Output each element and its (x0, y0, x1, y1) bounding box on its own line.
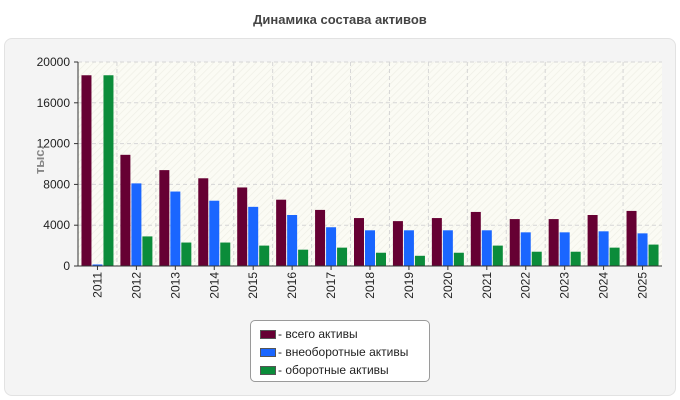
bar-2024-series-1 (598, 231, 609, 266)
legend-label: - внеоборотные активы (278, 345, 409, 359)
y-tick-label: 12000 (37, 137, 71, 151)
x-tick-label: 2017 (324, 272, 338, 299)
bar-2013-series-0 (159, 170, 170, 266)
bar-2020-series-0 (431, 218, 442, 266)
bar-2011-series-2 (103, 75, 114, 266)
legend-swatch (260, 365, 276, 375)
bar-2011-series-0 (81, 75, 92, 266)
bar-2014-series-2 (220, 242, 231, 266)
bar-2016-series-1 (287, 215, 298, 266)
bar-2024-series-0 (587, 215, 598, 266)
x-tick-label: 2015 (246, 272, 260, 299)
bar-2023-series-2 (570, 251, 581, 266)
bar-2019-series-2 (414, 255, 425, 266)
legend-swatch (260, 329, 276, 339)
legend-item: - оборотные активы (260, 361, 429, 379)
bar-2017-series-2 (337, 247, 348, 266)
x-tick-label: 2020 (441, 272, 455, 299)
bar-2021-series-1 (481, 230, 492, 266)
x-tick-label: 2011 (90, 272, 104, 298)
bar-2022-series-0 (509, 219, 520, 266)
grid-lines (78, 61, 662, 266)
bar-2016-series-0 (276, 199, 287, 266)
x-tick-label: 2025 (636, 272, 650, 299)
bar-2012-series-1 (131, 183, 142, 266)
y-tick-label: 0 (63, 259, 70, 273)
bar-2018-series-0 (354, 218, 364, 266)
bar-2019-series-0 (392, 221, 403, 266)
bar-2018-series-1 (365, 230, 375, 266)
bar-2015-series-0 (237, 187, 248, 266)
x-tick-label: 2014 (207, 272, 221, 299)
bar-2020-series-1 (442, 230, 453, 266)
y-tick-label: 16000 (37, 96, 71, 110)
x-tick-label: 2023 (558, 272, 572, 299)
bar-2025-series-1 (637, 233, 648, 266)
x-tick-label: 2012 (129, 272, 143, 299)
bar-2025-series-0 (626, 210, 637, 266)
bar-2012-series-0 (120, 154, 131, 266)
x-tick-label: 2016 (285, 272, 299, 299)
y-tick-label: 4000 (43, 218, 70, 232)
bar-2022-series-1 (520, 232, 531, 266)
y-tick-label: 20000 (37, 55, 71, 69)
bar-2017-series-1 (326, 227, 337, 266)
bar-2019-series-1 (403, 230, 414, 266)
y-tick-label: 8000 (43, 177, 70, 191)
legend-item: - всего активы (260, 325, 429, 343)
bars (81, 75, 659, 266)
bar-2018-series-2 (376, 252, 386, 266)
legend-label: - всего активы (278, 327, 358, 341)
x-tick-labels: 2011 2012 2013 2014 2015 2016 2017 2018 2019 2020… (90, 266, 650, 299)
legend: - всего активы - внеоборотные активы - обо… (250, 320, 430, 382)
bar-2020-series-2 (453, 252, 464, 266)
legend-swatch (260, 347, 276, 357)
legend-label: - оборотные активы (278, 363, 389, 377)
x-tick-label: 2019 (402, 272, 416, 299)
bar-2021-series-0 (470, 211, 481, 266)
bar-2023-series-1 (559, 232, 570, 266)
bar-2016-series-2 (298, 249, 309, 266)
bar-2022-series-2 (531, 251, 542, 266)
bar-2025-series-2 (648, 244, 659, 266)
bar-2021-series-2 (492, 245, 503, 266)
bar-2015-series-2 (259, 245, 270, 266)
bar-2011-series-1 (92, 264, 103, 266)
chart-title: Динамика состава активов (253, 12, 427, 27)
bar-2017-series-0 (315, 209, 326, 266)
bar-2013-series-1 (170, 191, 181, 266)
bar-2012-series-2 (142, 236, 153, 266)
x-tick-label: 2021 (480, 272, 494, 299)
y-tick-labels: 0 4000 8000 12000 16000 20000 (37, 55, 78, 273)
bar-2023-series-0 (548, 219, 559, 266)
bar-2024-series-2 (609, 247, 620, 266)
bar-2014-series-0 (198, 178, 209, 266)
bar-2013-series-2 (181, 242, 192, 266)
bar-2014-series-1 (209, 200, 220, 266)
bar-2015-series-1 (248, 206, 259, 266)
legend-item: - внеоборотные активы (260, 343, 429, 361)
x-tick-label: 2024 (597, 272, 611, 299)
x-tick-label: 2022 (519, 272, 533, 299)
x-tick-label: 2018 (363, 272, 377, 299)
x-tick-label: 2013 (168, 272, 182, 299)
y-axis-label: тыс. (32, 146, 47, 174)
